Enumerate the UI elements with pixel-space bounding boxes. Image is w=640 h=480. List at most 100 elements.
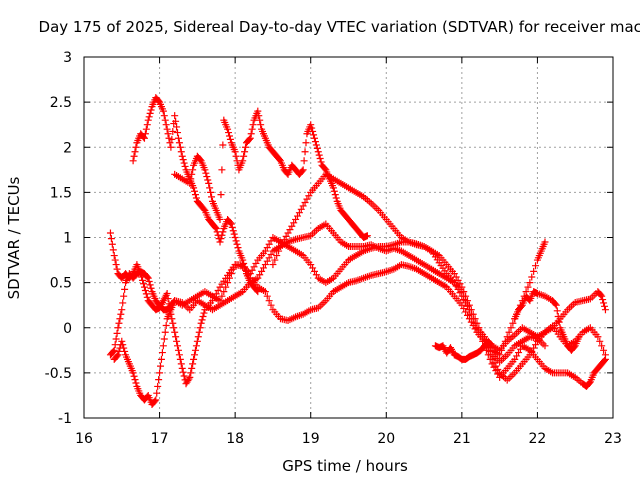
data-point-marker: [265, 297, 273, 305]
data-point-marker: [484, 351, 492, 359]
data-point-marker: [224, 125, 232, 133]
data-point-marker: [142, 290, 150, 298]
data-point-marker: [110, 252, 118, 260]
data-point-marker: [167, 143, 175, 151]
data-point-marker: [173, 337, 181, 345]
data-point-marker: [187, 369, 195, 377]
data-point-marker: [109, 246, 117, 254]
data-point-marker: [239, 157, 247, 165]
data-point-marker: [199, 312, 207, 320]
data-point-marker: [599, 296, 607, 304]
data-point-marker: [256, 116, 264, 124]
data-point-marker: [219, 228, 227, 236]
data-point-marker: [178, 152, 186, 160]
data-point-marker: [186, 179, 194, 187]
data-point-marker: [200, 309, 208, 317]
data-point-marker: [477, 333, 485, 341]
data-point-marker: [181, 162, 189, 170]
data-point-marker: [197, 319, 205, 327]
data-point-marker: [140, 280, 148, 288]
data-point-marker: [189, 166, 197, 174]
data-point-marker: [227, 270, 235, 278]
data-point-marker: [310, 134, 318, 142]
data-point-marker: [179, 368, 187, 376]
data-point-marker: [309, 127, 317, 135]
data-point-marker: [191, 191, 199, 199]
data-point-marker: [246, 134, 254, 142]
data-point-marker: [249, 121, 257, 129]
data-point-marker: [600, 302, 608, 310]
data-point-marker: [174, 342, 182, 350]
data-point-marker: [600, 356, 608, 364]
data-point-marker: [161, 116, 169, 124]
data-point-marker: [194, 333, 202, 341]
data-point-marker: [113, 329, 121, 337]
data-point-marker: [180, 159, 188, 167]
data-point-marker: [169, 127, 177, 135]
data-point-marker: [257, 121, 265, 129]
x-tick-label: 22: [529, 431, 547, 447]
data-point-marker: [151, 397, 159, 405]
series-arc-e: [171, 107, 371, 241]
data-point-marker: [174, 346, 182, 354]
y-tick-label: 2: [63, 140, 72, 156]
x-tick-label: 20: [377, 431, 395, 447]
data-point-marker: [229, 227, 237, 235]
y-tick-label: -0.5: [45, 366, 72, 382]
data-point-marker: [120, 344, 128, 352]
data-point-marker: [111, 256, 119, 264]
data-point-marker: [193, 337, 201, 345]
data-point-marker: [219, 141, 227, 149]
data-point-marker: [188, 170, 196, 178]
data-point-marker: [115, 319, 123, 327]
data-point-marker: [300, 157, 308, 165]
data-point-marker: [271, 256, 279, 264]
data-point-marker: [230, 230, 238, 238]
data-point-marker: [191, 351, 199, 359]
data-point-marker: [132, 379, 140, 387]
data-point-marker: [192, 342, 200, 350]
data-point-marker: [171, 328, 179, 336]
data-point-marker: [169, 319, 177, 327]
data-point-marker: [204, 176, 212, 184]
data-point-marker: [460, 288, 468, 296]
data-point-marker: [242, 143, 250, 151]
data-point-marker: [164, 130, 172, 138]
data-point-marker: [224, 279, 232, 287]
data-point-marker: [129, 369, 137, 377]
data-point-marker: [248, 125, 256, 133]
data-point-marker: [174, 134, 182, 142]
data-point-marker: [233, 240, 241, 248]
data-point-marker: [216, 297, 224, 305]
y-tick-label: 0: [63, 321, 72, 337]
data-point-marker: [242, 266, 250, 274]
data-point-marker: [172, 333, 180, 341]
data-point-marker: [202, 169, 210, 177]
data-point-marker: [575, 333, 583, 341]
data-point-marker: [141, 287, 149, 295]
data-point-marker: [302, 139, 310, 147]
data-point-marker: [211, 223, 219, 231]
data-point-marker: [222, 283, 230, 291]
data-point-marker: [106, 229, 114, 237]
data-point-marker: [225, 274, 233, 282]
data-point-marker: [228, 223, 236, 231]
data-point-marker: [178, 364, 186, 372]
data-point-marker: [217, 191, 225, 199]
data-point-marker: [129, 157, 137, 165]
data-point-marker: [273, 252, 281, 260]
data-point-marker: [107, 235, 115, 243]
data-point-marker: [186, 373, 194, 381]
data-point-marker: [177, 148, 185, 156]
data-point-marker: [114, 351, 122, 359]
data-point-marker: [112, 261, 120, 269]
data-point-marker: [313, 144, 321, 152]
y-tick-label: 1.5: [50, 185, 72, 201]
data-point-marker: [232, 152, 240, 160]
data-point-marker: [299, 166, 307, 174]
data-point-marker: [201, 166, 209, 174]
y-axis-label: SDTVAR / TECUs: [5, 176, 23, 299]
x-tick-label: 19: [302, 431, 320, 447]
axis-ticks: 16 17 18 19 20 21 22 23 -1 -0.5 0 0.5 1 1.5 2 2.5 3: [45, 50, 622, 447]
